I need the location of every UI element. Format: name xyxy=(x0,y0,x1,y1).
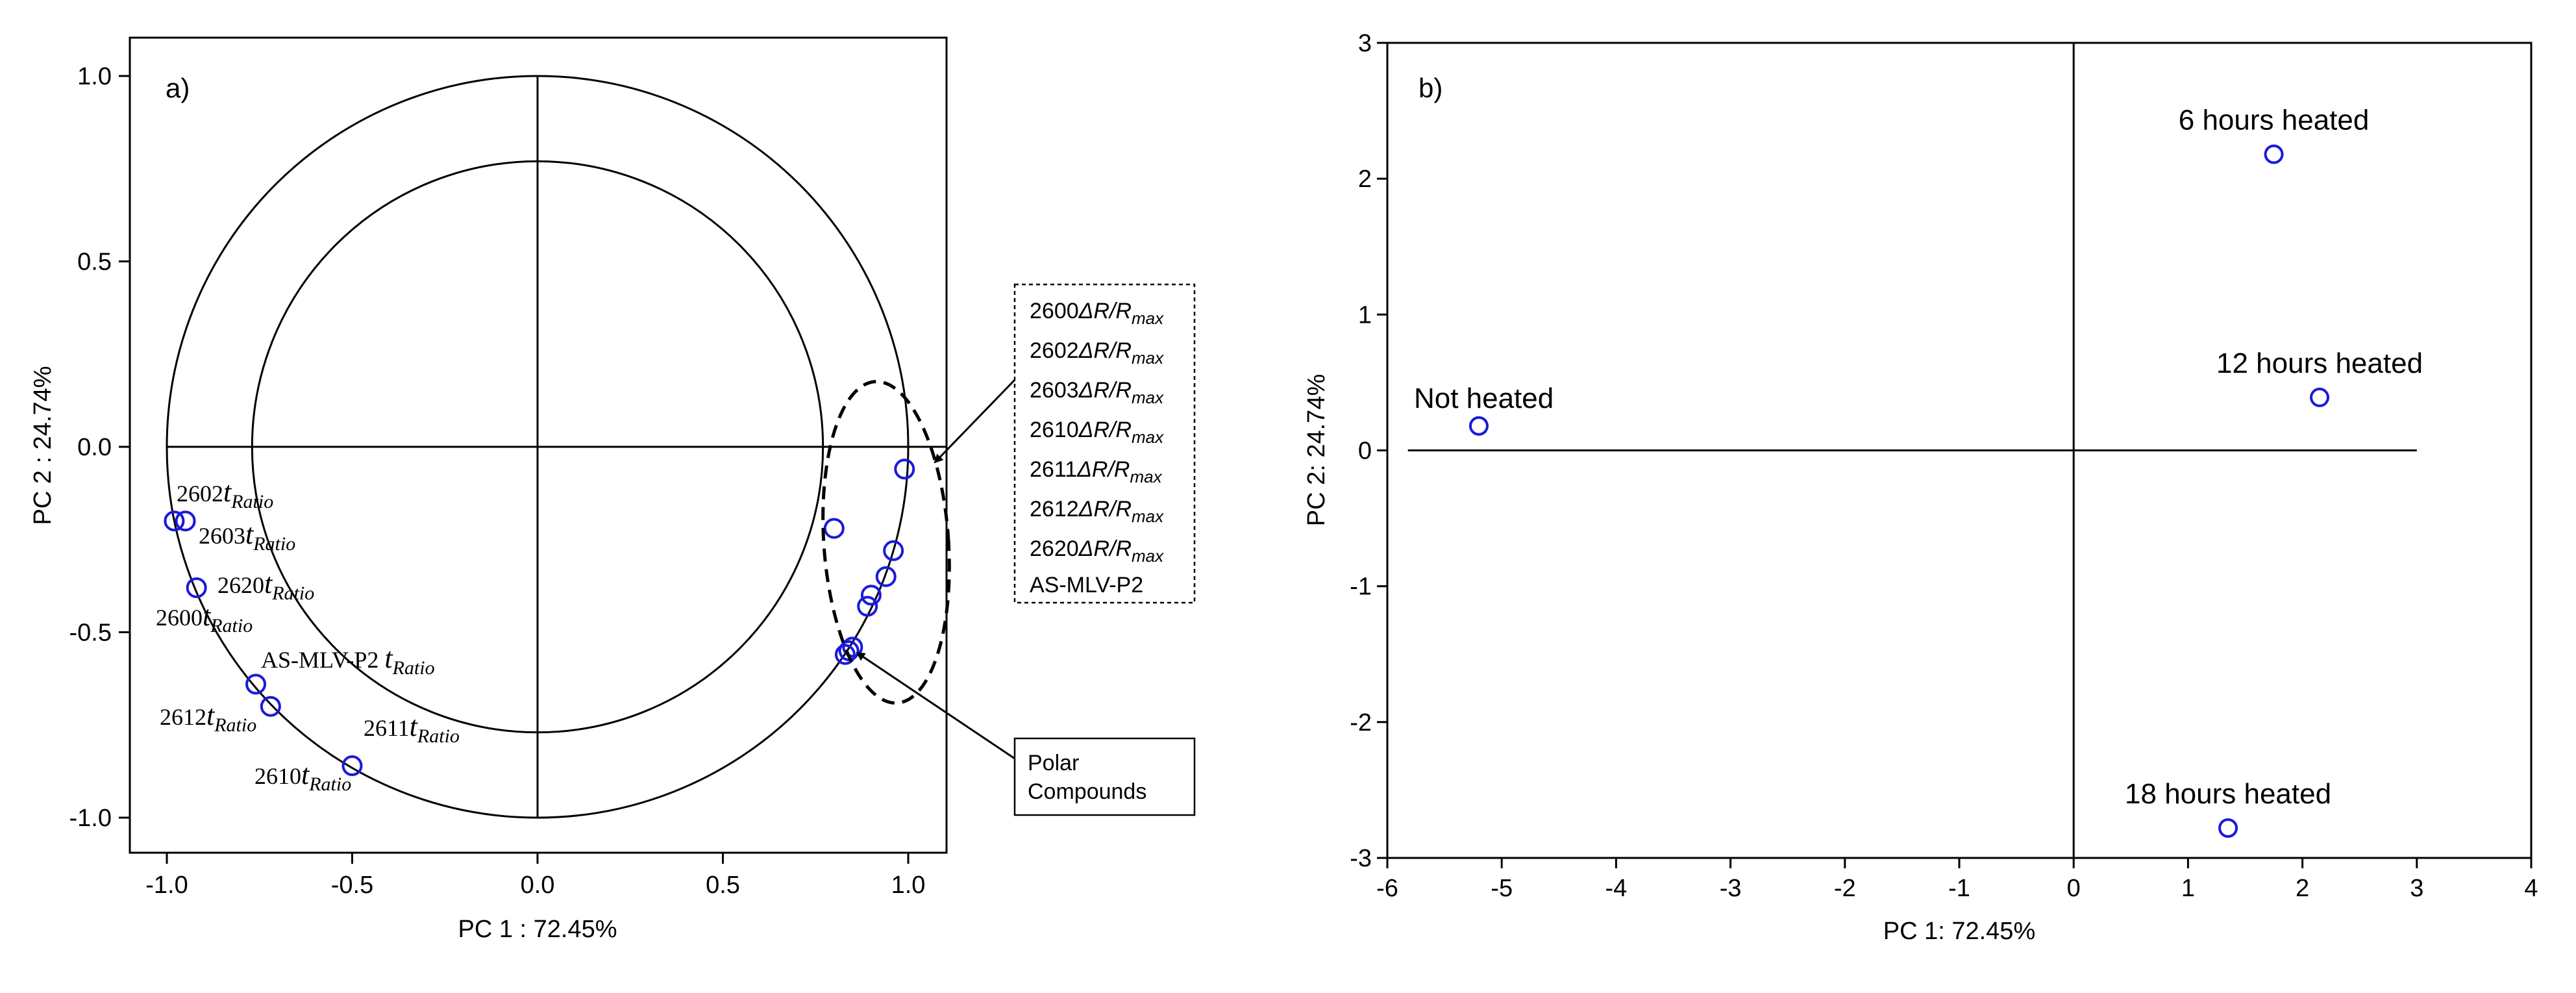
right-cluster-dashed-ellipse xyxy=(821,380,951,705)
legend-entry-2600: 2600ΔR/Rmax xyxy=(1030,299,1164,328)
panel-a-y-tick-label: -1.0 xyxy=(69,805,112,832)
panel-b-x-tick-label: -3 xyxy=(1720,875,1742,902)
label-2610-tratio: 2610tRatio xyxy=(254,759,351,795)
panel-b-x-tick-label: 1 xyxy=(2181,875,2195,902)
panel-a-x-tick-label: 1.0 xyxy=(891,872,926,899)
legend-entry-2610: 2610ΔR/Rmax xyxy=(1030,418,1164,447)
panel-a-x-axis-label: PC 1 : 72.45% xyxy=(458,916,617,943)
label-2600-tratio: 2600tRatio xyxy=(156,600,253,636)
panel-b-y-tick-label: 0 xyxy=(1358,438,1372,465)
delta-r-legend-box xyxy=(1013,283,1196,604)
panel-b-y-tick-label: 1 xyxy=(1358,301,1372,329)
panel-a-point xyxy=(164,510,185,532)
panel-b-point-label: 12 hours heated xyxy=(2216,347,2423,379)
legend-entry-2602: 2602ΔR/Rmax xyxy=(1030,338,1164,368)
polar-compounds-arrow xyxy=(856,651,1015,760)
label-2603-tratio: 2603tRatio xyxy=(199,518,295,555)
panel-b-x-tick-label: -5 xyxy=(1491,875,1513,902)
panel-b-y-tick-label: -2 xyxy=(1350,709,1372,736)
panel-a-point xyxy=(341,755,363,777)
panel-b: -6 -5 -4 -3 -2 -1 0 1 2 3 4 3 2 1 0 -1 -2 -3 Not heated 6 … xyxy=(1303,30,2538,945)
panel-a: -1.0 -0.5 0.0 0.5 1.0 1.0 0.5 0.0 -0.5 -1.0 a) PC… xyxy=(29,36,1196,943)
panel-a-x-tick-label: 0.5 xyxy=(706,872,740,899)
panel-b-x-tick-label: 0 xyxy=(2067,875,2081,902)
panel-a-y-tick-label: 0.0 xyxy=(77,434,112,461)
panel-b-y-tick-label: 2 xyxy=(1358,166,1372,193)
panel-a-point xyxy=(860,584,882,606)
panel-a-ticks: -1.0 -0.5 0.0 0.5 1.0 1.0 0.5 0.0 -0.5 -1.0 xyxy=(69,63,926,899)
panel-b-x-tick-label: -6 xyxy=(1376,875,1398,902)
panel-a-point xyxy=(823,518,845,539)
panel-a-point xyxy=(175,510,196,532)
legend-entry-as-mlv-p2: AS-MLV-P2 xyxy=(1030,573,1143,597)
panel-b-point-label: Not heated xyxy=(1414,383,1554,414)
panel-b-point xyxy=(2264,144,2284,164)
panel-a-points xyxy=(164,459,915,777)
label-2620-tratio: 2620tRatio xyxy=(217,568,314,604)
panel-b-x-tick-label: -2 xyxy=(1834,875,1856,902)
label-2612-tratio: 2612tRatio xyxy=(160,699,256,736)
panel-b-point xyxy=(1468,416,1489,436)
panel-a-letter: a) xyxy=(166,73,190,103)
panel-b-x-tick-label: 2 xyxy=(2296,875,2309,902)
panel-a-point xyxy=(883,540,904,561)
panel-b-x-tick-label: 3 xyxy=(2410,875,2423,902)
label-2602-tratio: 2602tRatio xyxy=(177,476,273,512)
polar-compounds-box xyxy=(1013,737,1196,816)
panel-a-point xyxy=(842,636,863,658)
panel-b-point-label: 6 hours heated xyxy=(2179,105,2370,136)
panel-b-x-tick-label: 4 xyxy=(2524,875,2538,902)
panel-a-y-tick-label: -0.5 xyxy=(69,620,112,647)
legend-entry-2611: 2611ΔR/Rmax xyxy=(1030,457,1163,486)
panel-b-x-tick-label: -1 xyxy=(1948,875,1970,902)
panel-a-point xyxy=(857,596,878,617)
polar-compounds-line1: Polar xyxy=(1028,751,1079,775)
panel-b-x-axis-label: PC 1: 72.45% xyxy=(1883,918,2035,945)
panel-b-y-axis-label: PC 2: 24.74% xyxy=(1303,374,1330,526)
polar-compounds-line2: Compounds xyxy=(1028,779,1146,804)
panel-b-y-tick-label: -1 xyxy=(1350,573,1372,601)
panel-a-x-tick-label: -0.5 xyxy=(331,872,373,899)
panel-a-point xyxy=(260,696,281,717)
panel-a-point xyxy=(875,566,897,587)
panel-a-point xyxy=(245,673,267,695)
label-as-mlv-p2-tratio: AS-MLV-P2 tRatio xyxy=(261,642,435,679)
panel-b-points: Not heated 6 hours heated 12 hours heated 1… xyxy=(1414,105,2423,838)
panel-b-point xyxy=(2218,818,2238,838)
panel-b-ticks: -6 -5 -4 -3 -2 -1 0 1 2 3 4 3 2 1 0 -1 -2 -3 xyxy=(1350,30,2538,902)
panel-a-y-tick-label: 0.5 xyxy=(77,249,112,276)
panel-b-x-tick-label: -4 xyxy=(1605,875,1628,902)
panel-a-y-tick-label: 1.0 xyxy=(77,63,112,90)
legend-entry-2620: 2620ΔR/Rmax xyxy=(1030,536,1164,566)
legend-arrow xyxy=(934,379,1016,464)
label-2611-tratio: 2611tRatio xyxy=(364,710,460,747)
panel-a-y-axis-label: PC 2 : 24.74% xyxy=(29,366,56,525)
panel-a-x-tick-label: 0.0 xyxy=(521,872,555,899)
legend-entry-2612: 2612ΔR/Rmax xyxy=(1030,497,1164,526)
panel-b-point xyxy=(2310,387,2330,407)
panel-a-point xyxy=(894,459,915,480)
panel-b-letter: b) xyxy=(1418,73,1443,103)
panel-a-x-tick-label: -1.0 xyxy=(145,872,188,899)
legend-entry-2603: 2603ΔR/Rmax xyxy=(1030,378,1164,407)
panel-b-y-tick-label: 3 xyxy=(1358,30,1372,57)
panel-a-point xyxy=(186,577,207,598)
panel-b-point-label: 18 hours heated xyxy=(2125,778,2331,810)
panel-b-y-tick-label: -3 xyxy=(1350,845,1372,872)
panel-a-point xyxy=(834,644,856,665)
